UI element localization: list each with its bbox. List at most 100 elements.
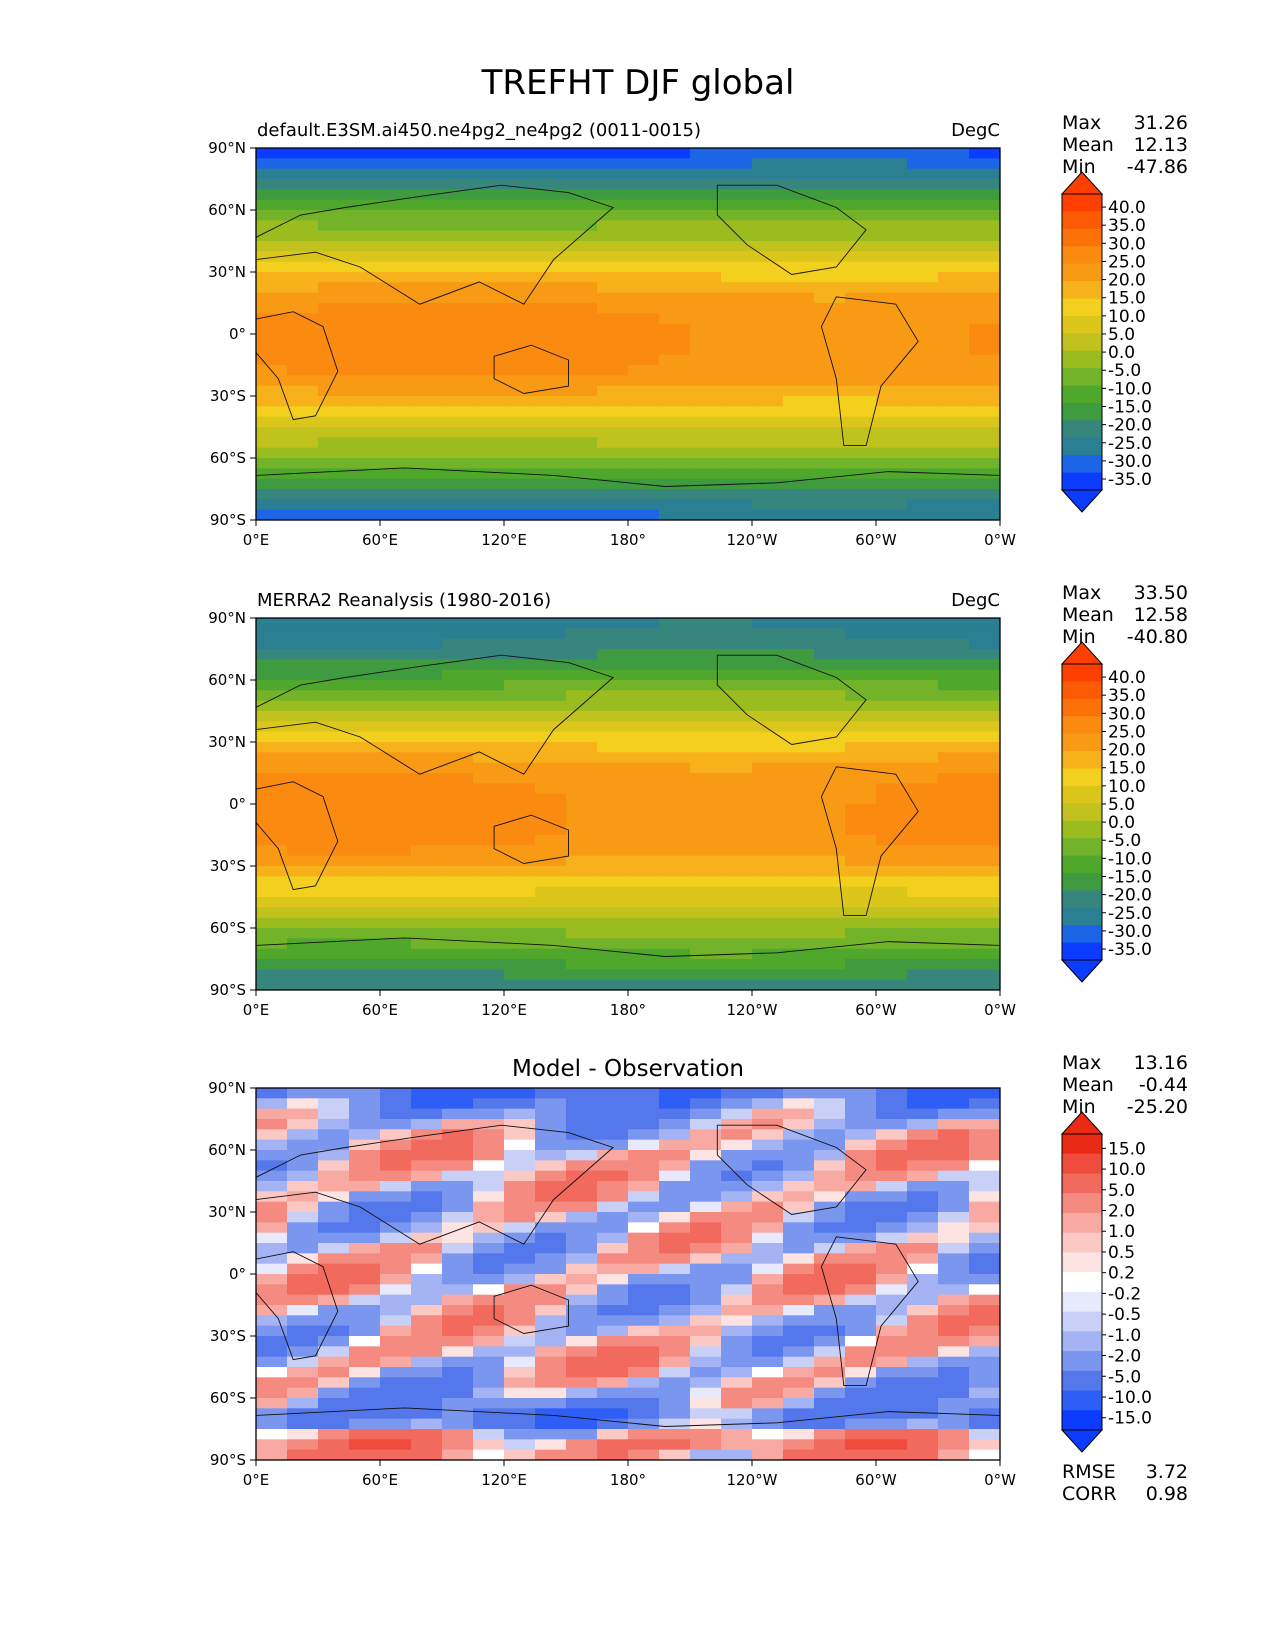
map-cell (442, 303, 474, 314)
map-cell (721, 1356, 753, 1368)
map-cell (814, 303, 846, 314)
map-cell (566, 711, 598, 722)
map-cell (938, 649, 970, 660)
map-cell (938, 907, 970, 919)
map-cell (845, 721, 877, 733)
map-cell (411, 1398, 443, 1409)
map-cell (690, 1150, 722, 1161)
map-cell (752, 499, 784, 511)
map-cell (380, 959, 412, 970)
map-cell (690, 1449, 722, 1460)
coastline (256, 654, 614, 775)
map-cell (473, 230, 505, 242)
map-cell (349, 638, 381, 650)
map-cell (628, 1387, 660, 1399)
map-cell (318, 1356, 350, 1368)
map-cell (473, 1232, 505, 1244)
map-cell (597, 659, 629, 671)
map-cell (659, 1098, 691, 1110)
map-cell (969, 189, 1000, 201)
map-cell (752, 783, 784, 795)
map-cell (597, 282, 629, 294)
map-cell (721, 680, 753, 691)
map-cell (876, 179, 908, 190)
map-cell (752, 886, 784, 898)
map-cell (504, 1108, 536, 1120)
map-cell (907, 230, 939, 242)
map-cell (504, 189, 536, 201)
colorbar-tick-label: 1.0 (1108, 1222, 1135, 1242)
map-cell (845, 489, 877, 500)
map-cell (876, 793, 908, 805)
map-cell (473, 272, 505, 283)
map-cell (256, 1108, 288, 1120)
map-cell (318, 385, 350, 397)
map-cell (411, 261, 443, 273)
map-cell (876, 385, 908, 397)
map-cell (256, 406, 288, 418)
map-cell (752, 721, 784, 733)
map-cell (783, 375, 815, 387)
map-cell (566, 752, 598, 764)
map-cell (287, 282, 319, 294)
map-cell (566, 680, 598, 691)
map-cell (256, 292, 288, 304)
map-cell (504, 1170, 536, 1182)
map-cell (473, 365, 505, 376)
map-cell (442, 783, 474, 795)
map-cell (566, 1418, 598, 1430)
map-cell (721, 855, 753, 867)
map-cell (783, 1243, 815, 1254)
map-cell (969, 628, 1000, 640)
map-cell (907, 1398, 939, 1409)
map-cell (597, 742, 629, 753)
colorbar-tick-label: -25.0 (1108, 434, 1152, 454)
map-cell (287, 866, 319, 877)
map-cell (814, 783, 846, 795)
map-cell (442, 292, 474, 304)
map-cell (628, 1346, 660, 1358)
map-cell (969, 1346, 1000, 1358)
map-cell (349, 437, 381, 449)
map-cell (690, 1294, 722, 1306)
map-cell (969, 855, 1000, 867)
map-cell (504, 804, 536, 815)
map-cell (876, 365, 908, 376)
map-cell (783, 1398, 815, 1409)
x-tick-label: 120°W (727, 1471, 778, 1489)
map-cell (907, 1139, 939, 1151)
map-cell (597, 793, 629, 805)
map-cell (535, 447, 567, 459)
colorbar-tick-label: -25.0 (1108, 904, 1152, 924)
map-cell (411, 959, 443, 970)
map-cell (783, 669, 815, 681)
map-cell (256, 897, 288, 908)
colorbar-tick-label: 30.0 (1108, 704, 1146, 724)
map-cell (504, 948, 536, 960)
map-cell (256, 959, 288, 970)
map-cell (256, 948, 288, 960)
map-cell (969, 230, 1000, 242)
map-cell (597, 752, 629, 764)
map-cell (628, 1367, 660, 1378)
map-cell (256, 876, 288, 888)
map-cell (659, 731, 691, 743)
map-cell (690, 468, 722, 480)
map-cell (473, 396, 505, 407)
map-cell (566, 1449, 598, 1460)
map-cell (969, 1253, 1000, 1265)
map-cell (411, 282, 443, 294)
map-cell (721, 1377, 753, 1389)
map-cell (938, 1129, 970, 1141)
map-cell (876, 1387, 908, 1399)
map-cell (349, 1449, 381, 1460)
map-cell (442, 489, 474, 500)
map-cell (535, 1150, 567, 1161)
map-cell (287, 199, 319, 211)
map-cell (845, 1398, 877, 1409)
colorbar-segment (1062, 1134, 1102, 1155)
map-cell (535, 783, 567, 795)
colorbar-model: 40.035.030.025.020.015.010.05.00.0-5.0-1… (1060, 171, 1152, 513)
map-cell (287, 618, 319, 629)
map-cell (783, 690, 815, 702)
